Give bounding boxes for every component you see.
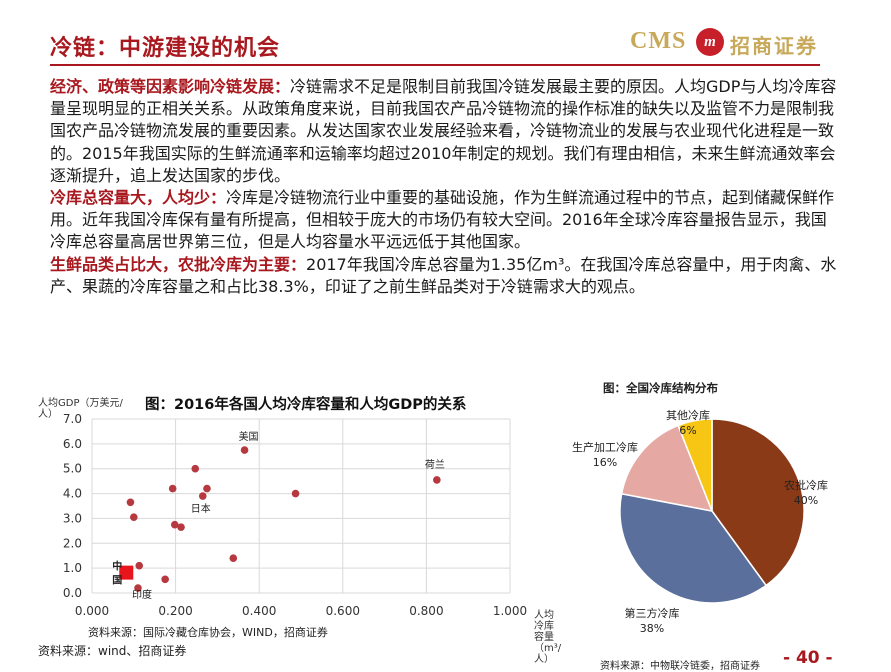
scatter-point [291, 489, 300, 498]
x-tick-label: 0.600 [326, 604, 360, 618]
pie-slice-value: 40% [793, 494, 819, 507]
pie-slice [620, 424, 714, 512]
pie-slice-label: 其他冷库 6% [648, 408, 728, 438]
paragraph-text: 冷链需求不足是限制目前我国冷链发展最主要的原因。人均GDP与人均冷库容量呈现明显… [50, 77, 837, 185]
scatter-point [170, 520, 179, 529]
scatter-source: 资料来源：国际冷藏仓库协会，WIND，招商证券 [88, 626, 328, 639]
page-source: 资料来源：wind、招商证券 [38, 644, 187, 658]
scatter-point [135, 561, 144, 570]
scatter-point [134, 584, 142, 592]
x-tick-label: 0.800 [409, 604, 443, 618]
pie-slice-label: 第三方冷库 38% [612, 606, 692, 636]
pie-slice-name: 第三方冷库 [624, 607, 680, 620]
scatter-chart-title: 图：2016年各国人均冷库容量和人均GDP的关系 [145, 397, 467, 413]
body-text: 经济、政策等因素影响冷链发展：冷链需求不足是限制目前我国冷链发展最主要的原因。人… [50, 76, 840, 298]
paragraph-heading: 生鲜品类占比大，农批冷库为主要： [50, 254, 307, 274]
pie-source: 资料来源：中物联冷链委，招商证券 [600, 661, 760, 672]
pie-slice-label: 农批冷库 40% [766, 478, 846, 508]
pie-slice-name: 其他冷库 [666, 409, 710, 422]
pie-slice-value: 16% [592, 456, 618, 469]
scatter-point [161, 575, 169, 584]
scatter-y-axis-label: 人均GDP（万美元/人） [38, 398, 123, 420]
x-tick-label: 0.200 [158, 604, 192, 618]
logo-badge-icon: m [696, 28, 724, 56]
paragraph-economy: 经济、政策等因素影响冷链发展：冷链需求不足是限制目前我国冷链发展最主要的原因。人… [50, 76, 840, 187]
y-tick-label: 7.0 [63, 412, 82, 426]
logo-text-en: CMS [630, 28, 687, 54]
point-label: 印度 [132, 588, 152, 601]
pie-slice-name: 生产加工冷库 [572, 441, 638, 454]
y-tick-label: 2.0 [63, 536, 82, 550]
title-divider [50, 64, 820, 66]
company-logo: CMS m 招商证券 [630, 26, 830, 58]
x-tick-label: 1.000 [493, 604, 527, 618]
scatter-point [240, 446, 249, 454]
scatter-point [203, 484, 211, 493]
scatter-point [229, 554, 238, 562]
paragraph-heading: 冷库总容量大，人均少： [50, 188, 227, 208]
pie-slice-value: 6% [679, 424, 697, 437]
pie-slice [619, 492, 768, 604]
paragraph-heading: 经济、政策等因素影响冷链发展： [50, 77, 291, 96]
paragraph-text: 冷库是冷链物流行业中重要的基础设施，作为生鲜流通过程中的节点，起到储藏保鲜作用。… [50, 188, 835, 252]
scatter-point [433, 476, 441, 484]
point-label: 美国 [239, 430, 259, 443]
scatter-point [198, 492, 207, 500]
pie-slice [711, 418, 805, 587]
point-label: 荷兰 [425, 458, 445, 471]
paragraph-capacity: 冷库总容量大，人均少：冷库是冷链物流行业中重要的基础设施，作为生鲜流通过程中的节… [50, 187, 840, 254]
pie-chart-title: 图：全国冷库结构分布 [603, 381, 718, 395]
scatter-x-axis-label: 人均冷库容量（m³/人） [534, 610, 562, 665]
pie-slice [677, 418, 713, 512]
y-tick-label: 6.0 [63, 437, 82, 451]
y-tick-label: 0.0 [63, 586, 82, 600]
scatter-point [191, 464, 200, 473]
y-tick-label: 3.0 [63, 511, 82, 525]
paragraph-text: 2017年我国冷库总容量为1.35亿m³。在我国冷库总容量中，用于肉禽、水产、果… [50, 254, 837, 296]
pie-slice-label: 生产加工冷库 16% [565, 440, 645, 470]
point-label: 日本 [191, 502, 211, 515]
x-tick-label: 0.000 [75, 604, 109, 618]
page-title: 冷链：中游建设的机会 [50, 36, 281, 61]
page-number: - 40 - [783, 648, 833, 668]
logo-text-cn: 招商证券 [730, 34, 818, 58]
y-tick-label: 5.0 [63, 462, 82, 476]
scatter-point [177, 523, 185, 531]
pie-slice-name: 农批冷库 [784, 479, 828, 492]
point-label: 中 [112, 560, 122, 573]
y-tick-label: 4.0 [63, 487, 82, 501]
point-label: 国 [112, 575, 122, 587]
paragraph-fresh: 生鲜品类占比大，农批冷库为主要：2017年我国冷库总容量为1.35亿m³。在我国… [50, 254, 840, 298]
scatter-point [168, 484, 177, 493]
scatter-point-highlight [119, 565, 134, 580]
y-tick-label: 1.0 [63, 561, 82, 575]
scatter-point [130, 513, 138, 521]
pie-slice-value: 38% [639, 622, 665, 635]
scatter-point [126, 498, 135, 507]
x-tick-label: 0.400 [242, 604, 276, 618]
